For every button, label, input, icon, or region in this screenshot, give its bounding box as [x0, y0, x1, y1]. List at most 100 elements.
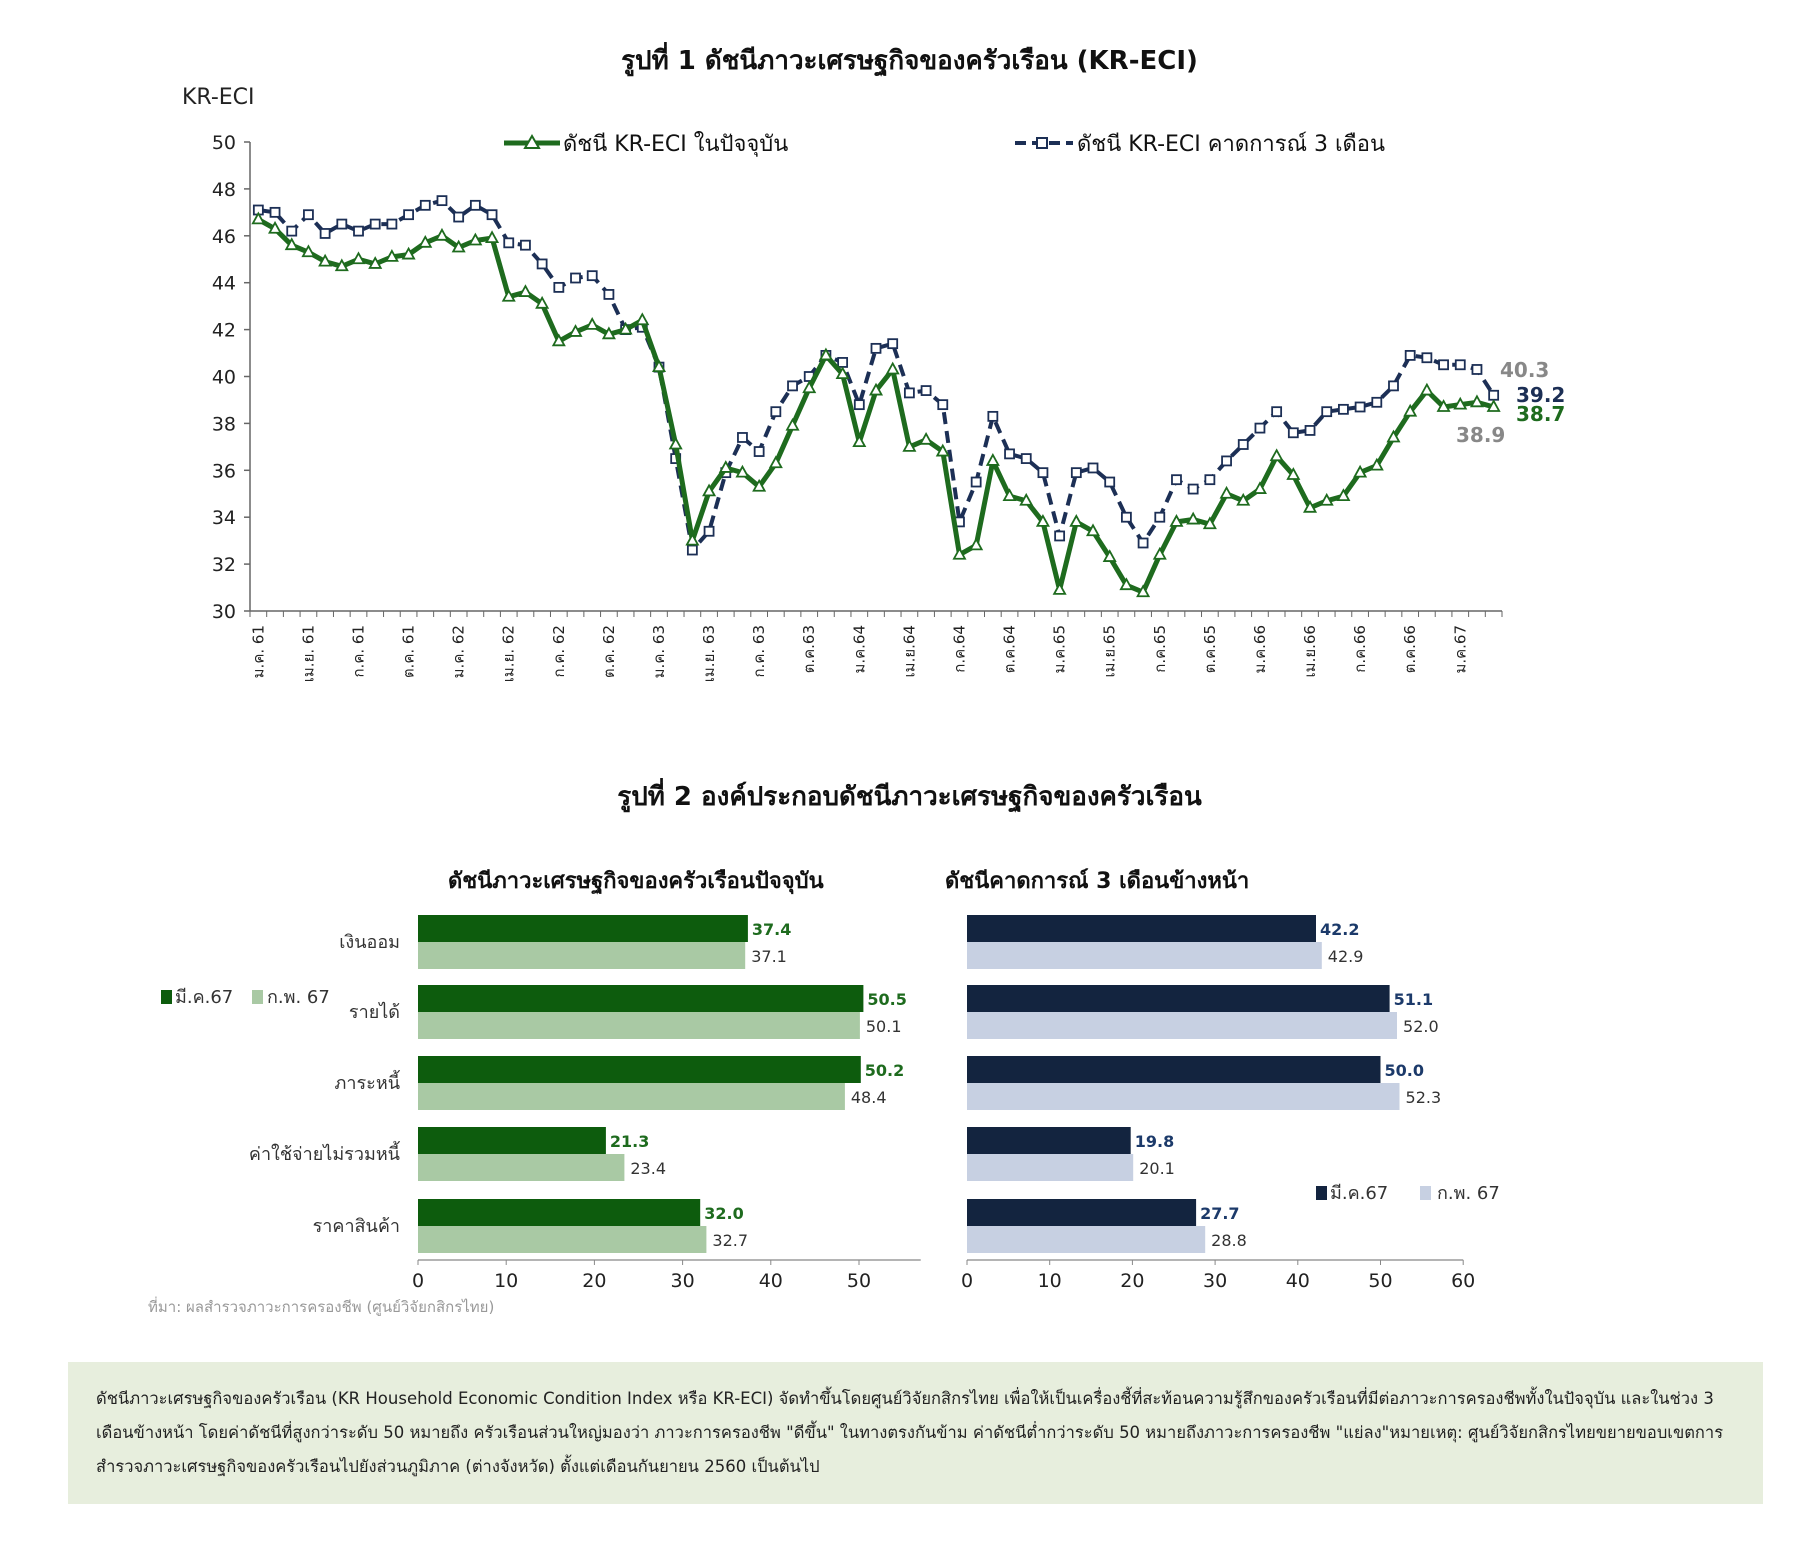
current-point — [702, 483, 717, 497]
expected-point — [970, 476, 982, 488]
current-point — [1136, 584, 1151, 598]
x-tick-label: ต.ค.65 — [1201, 625, 1219, 673]
current-point — [401, 246, 416, 260]
current-point — [718, 460, 733, 473]
current-point — [1252, 481, 1267, 494]
category-label: ภาระหนี้ — [335, 1070, 401, 1094]
expected-bar-feb67 — [967, 1154, 1134, 1181]
current-point — [785, 417, 800, 431]
expected-point — [1237, 439, 1249, 450]
current-point — [835, 366, 850, 380]
current-point — [1202, 516, 1217, 530]
expected-point — [436, 195, 448, 207]
current-point — [668, 436, 683, 450]
x-tick-label: เม.ย.65 — [1101, 625, 1119, 677]
y-axis-title: KR-ECI — [182, 85, 255, 110]
series-expected-line — [258, 198, 1496, 552]
expected-components-chart: 42.2 42.9 51.1 52.0 50.0 52.3 19.8 20.1 27.7 28.8… — [961, 915, 1475, 1292]
current-point — [1236, 492, 1251, 506]
figure1-title: รูปที่ 1 ดัชนีภาวะเศรษฐกิจของครัวเรือน (… — [621, 46, 1198, 76]
legend-swatch-mar67-right — [1316, 1186, 1327, 1200]
expected-point — [703, 525, 715, 537]
expected-point — [303, 209, 314, 221]
x-tick-label: ก.ค. 61 — [350, 625, 368, 678]
expected-point — [1020, 453, 1032, 464]
current-bar-mar67 — [418, 1199, 701, 1226]
legend-expected-label: ดัชนี KR-ECI คาดการณ์ 3 เดือน — [1077, 132, 1385, 157]
expected-point — [1404, 349, 1416, 361]
current-point — [1486, 399, 1501, 412]
expected-value-label-mar67: 42.2 — [1320, 920, 1359, 939]
line-chart-series — [251, 195, 1501, 598]
y-tick-label: 46 — [212, 226, 236, 248]
expected-point — [1054, 530, 1066, 542]
expected-point — [1454, 359, 1466, 371]
current-point — [501, 288, 516, 302]
current-point — [1052, 582, 1067, 595]
expected-point — [403, 209, 414, 221]
x-tick-label: ม.ค. 62 — [450, 625, 468, 678]
category-label: ค่าใช้จ่ายไม่รวมหนี้ — [249, 1141, 400, 1165]
expected-point — [1221, 455, 1232, 467]
current-value-label-mar67: 50.5 — [867, 990, 906, 1009]
expected-point — [503, 237, 515, 249]
current-point — [434, 227, 449, 241]
expected-bar-mar67 — [967, 985, 1390, 1012]
current-point — [368, 256, 383, 269]
current-point — [1152, 546, 1167, 560]
end-labels: 40.3 39.2 38.7 38.9 — [1456, 358, 1565, 447]
current-point — [1019, 492, 1034, 506]
source-note: ที่มา: ผลสำรวจภาวะการครองชีพ (ศูนย์วิจัย… — [148, 1296, 494, 1316]
x-tick-label: ม.ค.65 — [1051, 625, 1069, 674]
expected-bar-feb67 — [967, 1083, 1400, 1110]
expected-point — [1271, 406, 1283, 418]
end-label-expected-last: 39.2 — [1516, 383, 1565, 407]
current-point — [1069, 514, 1084, 527]
y-tick-label: 48 — [212, 179, 236, 201]
category-label: เงินออม — [339, 932, 400, 953]
current-point — [885, 361, 900, 375]
expected-x-tick-label: 10 — [1038, 1270, 1062, 1292]
expected-x-tick-label: 60 — [1451, 1270, 1475, 1292]
expected-point — [603, 289, 615, 300]
y-tick-label: 30 — [212, 601, 236, 623]
expected-value-label-mar67: 50.0 — [1385, 1061, 1424, 1080]
expected-x-tick-label: 50 — [1368, 1270, 1392, 1292]
current-point — [568, 324, 583, 337]
expected-point — [770, 406, 782, 418]
expected-point — [1371, 396, 1383, 408]
current-point — [868, 382, 884, 396]
expected-point — [1354, 401, 1366, 413]
expected-point — [903, 387, 915, 399]
current-point — [1102, 549, 1117, 562]
expected-value-label-mar67: 19.8 — [1135, 1132, 1174, 1151]
current-point — [651, 359, 667, 373]
x-tick-label: ก.ค.66 — [1351, 625, 1369, 673]
y-tick-label: 34 — [212, 507, 236, 529]
end-label-current-last: 38.7 — [1516, 402, 1565, 426]
current-point — [468, 232, 483, 246]
y-tick-label: 38 — [212, 413, 236, 435]
expected-x-tick-label: 20 — [1120, 1270, 1144, 1292]
expected-bar-feb67 — [967, 1226, 1206, 1253]
current-point — [485, 230, 500, 244]
current-point — [1436, 399, 1451, 412]
current-point — [1469, 394, 1484, 408]
current-point — [551, 333, 566, 347]
figure2-title: รูปที่ 2 องค์ประกอบดัชนีภาวะเศรษฐกิจของค… — [617, 782, 1202, 812]
right-legend: มี.ค.67 ก.พ. 67 — [1316, 1183, 1500, 1204]
y-tick-label: 36 — [212, 460, 236, 482]
current-point — [735, 464, 750, 478]
expected-point — [570, 272, 581, 284]
expected-point — [520, 239, 531, 251]
current-point — [1169, 514, 1184, 527]
current-bar-feb67 — [418, 1012, 860, 1039]
legend-label-mar67-right: มี.ค.67 — [1330, 1183, 1388, 1204]
x-tick-label: ก.ค. 62 — [550, 625, 568, 678]
expected-point — [319, 228, 331, 239]
expected-point — [553, 281, 565, 293]
current-point — [301, 244, 316, 258]
legend-current-marker — [523, 134, 541, 149]
expected-point — [753, 446, 765, 457]
series-current-line — [257, 217, 1495, 595]
